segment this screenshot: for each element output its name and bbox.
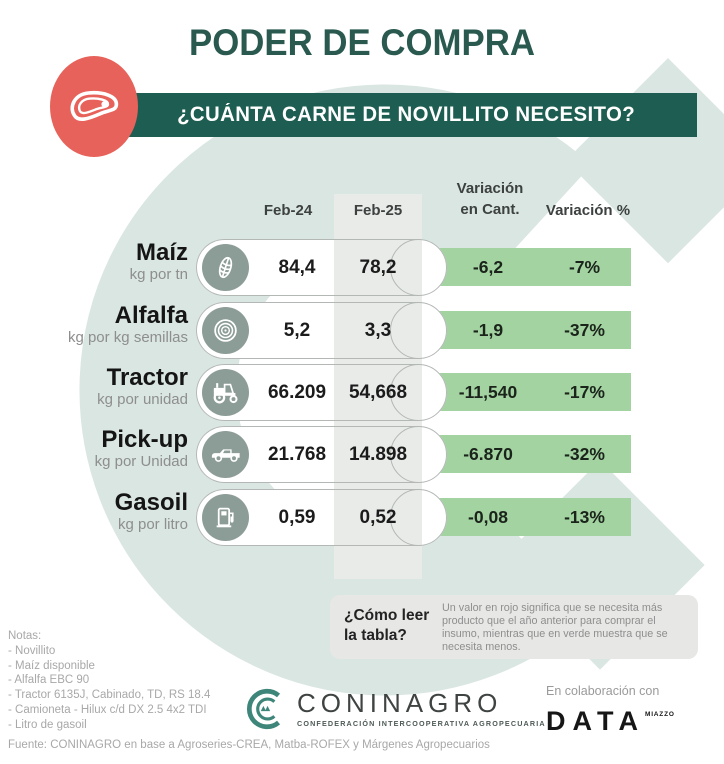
row-label: Maíz kg por tn bbox=[0, 239, 188, 284]
variation-qty-value: -6,2 bbox=[472, 257, 504, 277]
coninagro-logo: CONINAGRO CONFEDERACIÓN INTERCOOPERATIVA… bbox=[243, 686, 546, 732]
product-name: Gasoil bbox=[114, 489, 188, 516]
note-item: - Tractor 6135J, Cabinado, TD, RS 18.4 bbox=[8, 689, 211, 702]
pill-border bbox=[196, 489, 418, 546]
row-label: Pick-up kg por Unidad bbox=[0, 426, 188, 471]
variation-pct-value: -32% bbox=[564, 444, 605, 464]
row-label: Alfalfa kg por kg semillas bbox=[0, 302, 188, 347]
product-name: Alfalfa bbox=[114, 302, 188, 329]
how-to-read-text: Un valor en rojo significa que se necesi… bbox=[442, 602, 668, 653]
product-unit: kg por tn bbox=[129, 266, 188, 283]
variation-pct-value: -13% bbox=[564, 507, 605, 527]
product-unit: kg por kg semillas bbox=[67, 329, 188, 346]
feb24-value: 66.209 bbox=[267, 382, 327, 403]
feb25-value: 0,52 bbox=[359, 507, 397, 528]
product-unit: kg por litro bbox=[117, 516, 188, 533]
coninagro-wordmark: CONINAGRO bbox=[297, 688, 503, 718]
variation-bar: -1,9 -37% bbox=[438, 311, 631, 349]
pickup-truck-icon bbox=[202, 431, 249, 478]
feb24-value: 0,59 bbox=[278, 507, 316, 528]
note-item: - Alfalfa EBC 90 bbox=[8, 674, 90, 687]
column-header-feb25: Feb-25 bbox=[353, 202, 403, 219]
collaboration-block: En colaboración con DATAMIAZZO bbox=[546, 684, 675, 735]
feb24-value: 84,4 bbox=[278, 257, 316, 278]
feb25-value: 54,668 bbox=[348, 382, 408, 403]
note-item: - Litro de gasoil bbox=[8, 718, 87, 731]
hay-bale-icon bbox=[202, 307, 249, 354]
product-name: Maíz bbox=[135, 239, 188, 266]
row-label: Gasoil kg por litro bbox=[0, 489, 188, 534]
column-header-variacion-cant: Variación en Cant. bbox=[456, 180, 524, 218]
data-miazzo-logo: DATAMIAZZO bbox=[546, 706, 675, 736]
feb24-value: 21.768 bbox=[267, 444, 327, 465]
product-name: Pick-up bbox=[101, 426, 188, 453]
variation-pct-value: -17% bbox=[564, 382, 605, 402]
variation-qty-value: -11,540 bbox=[458, 382, 518, 402]
notes-title: Notas: bbox=[8, 630, 42, 642]
how-to-read-box: ¿Cómo leer la tabla? Un valor en rojo si… bbox=[330, 595, 698, 659]
collaboration-label: En colaboración con bbox=[546, 684, 660, 698]
fuel-pump-icon bbox=[202, 494, 249, 541]
feb25-value: 14.898 bbox=[348, 444, 408, 465]
variation-pct-value: -37% bbox=[564, 320, 605, 340]
variation-bar: -6.870 -32% bbox=[438, 435, 631, 473]
variation-qty-value: -0,08 bbox=[468, 507, 508, 527]
variation-bar: -0,08 -13% bbox=[438, 498, 631, 536]
variation-qty-value: -6.870 bbox=[463, 444, 513, 464]
steak-icon bbox=[70, 90, 119, 121]
note-item: - Novillito bbox=[8, 644, 56, 657]
row-label: Tractor kg por unidad bbox=[0, 364, 188, 409]
variation-bar: -11,540 -17% bbox=[438, 373, 631, 411]
note-item: - Maíz disponible bbox=[8, 659, 95, 672]
product-unit: kg por Unidad bbox=[94, 453, 188, 470]
note-item: - Camioneta - Hilux c/d DX 2.5 4x2 TDI bbox=[8, 703, 207, 716]
page-title: PODER DE COMPRA bbox=[189, 22, 535, 63]
coninagro-c-icon bbox=[247, 688, 281, 730]
variation-bar: -6,2 -7% bbox=[438, 248, 631, 286]
notes-block: Notas: - Novillito - Maíz disponible - A… bbox=[8, 629, 490, 752]
product-name: Tractor bbox=[106, 364, 188, 391]
pill-border bbox=[196, 239, 418, 296]
feb24-value: 5,2 bbox=[283, 320, 311, 341]
pill-border bbox=[196, 364, 418, 421]
feb25-value: 3,3 bbox=[364, 320, 392, 341]
feb25-value: 78,2 bbox=[359, 257, 397, 278]
pill-border bbox=[196, 426, 418, 483]
source-line: Fuente: CONINAGRO en base a Agroseries-C… bbox=[8, 738, 490, 751]
steak-badge bbox=[50, 56, 138, 157]
corn-icon bbox=[202, 244, 249, 291]
tractor-icon bbox=[202, 369, 249, 416]
pill-border bbox=[196, 302, 418, 359]
variation-qty-value: -1,9 bbox=[472, 320, 504, 340]
column-header-variacion-pct: Variación % bbox=[545, 202, 631, 219]
subtitle-text: ¿CUÁNTA CARNE DE NOVILLITO NECESITO? bbox=[177, 103, 635, 126]
coninagro-tagline: CONFEDERACIÓN INTERCOOPERATIVA AGROPECUA… bbox=[297, 719, 546, 728]
how-to-read-label: ¿Cómo leer la tabla? bbox=[344, 607, 430, 644]
column-header-feb24: Feb-24 bbox=[263, 202, 313, 219]
variation-pct-value: -7% bbox=[568, 257, 601, 277]
subtitle-banner: ¿CUÁNTA CARNE DE NOVILLITO NECESITO? bbox=[115, 93, 697, 137]
product-unit: kg por unidad bbox=[97, 391, 188, 408]
